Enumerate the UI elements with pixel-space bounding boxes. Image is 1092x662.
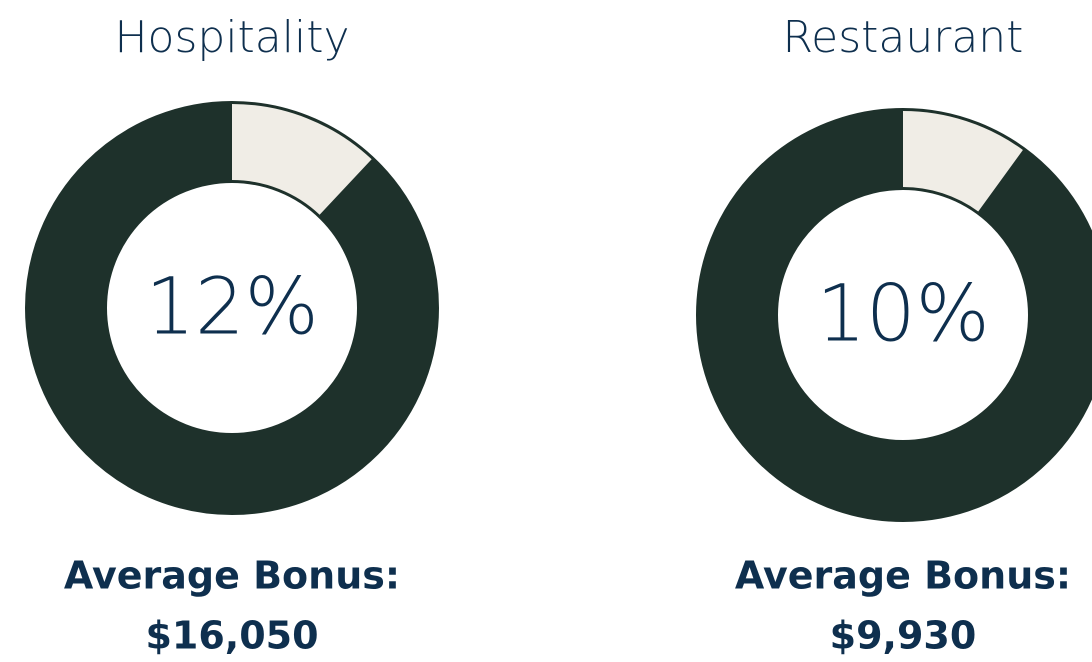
annotation: $16,050 (145, 614, 318, 658)
chart-title: Hospitality (114, 12, 349, 63)
donut-segment (230, 104, 372, 216)
center-label: 12% (145, 263, 318, 353)
chart-title: Restaurant (783, 12, 1024, 63)
center-label: 10% (816, 270, 989, 360)
annotation: $9,930 (830, 614, 977, 658)
donut-segment (901, 111, 1023, 213)
annotation: Average Bonus: (64, 554, 400, 598)
annotation: Average Bonus: (735, 554, 1071, 598)
